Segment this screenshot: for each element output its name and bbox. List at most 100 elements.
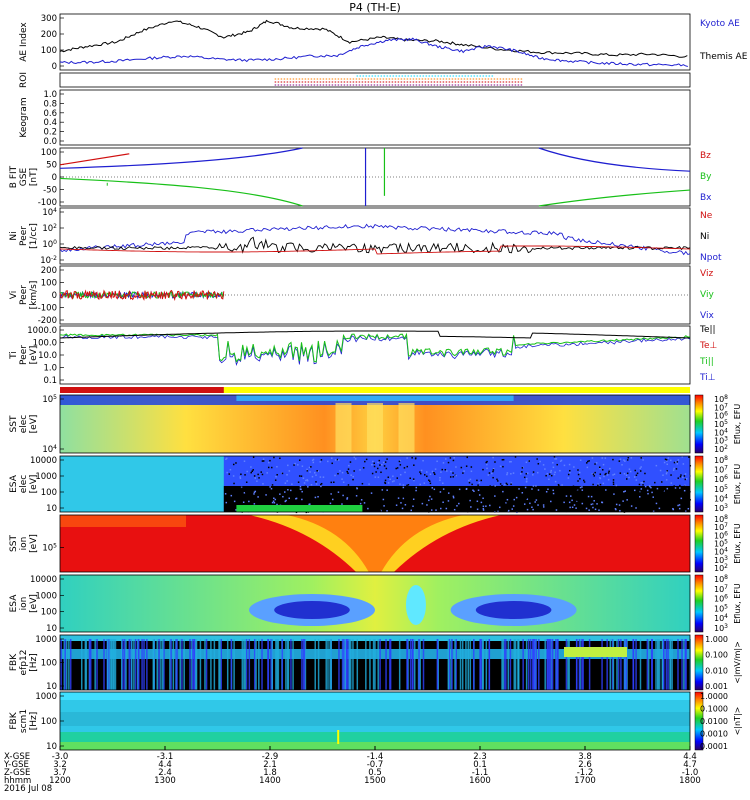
fbk-stripe: [329, 639, 331, 690]
noise-pixel: [439, 491, 442, 493]
noise-pixel: [284, 500, 287, 503]
fbk-stripe: [662, 639, 665, 690]
x-tick-label: 3.8: [578, 752, 592, 762]
noise-pixel: [435, 509, 437, 511]
noise-pixel: [591, 503, 594, 505]
colorbar-tick: 108: [714, 574, 728, 585]
noise-pixel: [505, 500, 508, 503]
noise-pixel: [410, 509, 412, 512]
by-line: [59, 177, 303, 207]
noise-pixel: [243, 460, 246, 462]
fbk-stripe: [461, 639, 464, 690]
noise-pixel: [367, 507, 369, 510]
noise-pixel: [259, 491, 262, 494]
noise-pixel: [298, 459, 301, 461]
fbk-stripe: [372, 639, 375, 690]
noise-pixel: [626, 472, 629, 475]
bx-line: [59, 147, 303, 169]
noise-pixel: [232, 475, 235, 477]
noise-pixel: [288, 497, 290, 499]
noise-pixel: [612, 481, 615, 484]
y-tick-label: 105: [42, 394, 57, 406]
fbk-stripe: [565, 639, 568, 690]
noise-pixel: [623, 472, 626, 475]
noise-pixel: [282, 495, 284, 498]
y-axis-label: [km/s]: [29, 281, 39, 310]
noise-pixel: [556, 507, 559, 509]
fbk-stripe: [68, 639, 70, 690]
fbk-stripe: [436, 639, 439, 690]
noise-pixel: [300, 502, 303, 504]
noise-pixel: [535, 485, 537, 487]
noise-pixel: [576, 486, 578, 488]
noise-pixel: [230, 496, 233, 499]
fbk-stripe: [624, 639, 627, 690]
noise-pixel: [395, 467, 397, 470]
noise-pixel: [515, 503, 518, 506]
noise-pixel: [228, 473, 230, 475]
noise-pixel: [236, 490, 239, 493]
fbk-stripe: [532, 639, 534, 690]
noise-pixel: [320, 485, 322, 488]
x-tick-label: -3.1: [157, 752, 174, 762]
noise-pixel: [492, 470, 494, 473]
noise-pixel: [634, 469, 637, 472]
noise-pixel: [607, 472, 610, 474]
y-tick-label: 105: [42, 542, 57, 554]
fbk-stripe: [632, 639, 635, 690]
noise-pixel: [684, 484, 686, 487]
noise-pixel: [354, 458, 357, 460]
fbk-stripe: [343, 639, 345, 690]
y-tick-label: 1.0: [43, 364, 57, 374]
noise-pixel: [243, 492, 246, 494]
noise-pixel: [287, 488, 289, 491]
noise-pixel: [526, 478, 528, 480]
fbk-stripe: [448, 639, 451, 690]
legend-entry: Viz: [700, 269, 713, 279]
noise-pixel: [489, 485, 491, 487]
noise-pixel: [308, 495, 311, 497]
noise-pixel: [465, 465, 468, 467]
noise-pixel: [526, 498, 529, 500]
noise-pixel: [677, 504, 679, 507]
noise-pixel: [364, 490, 366, 492]
fbk-stripe: [454, 639, 456, 690]
noise-pixel: [445, 486, 447, 488]
noise-pixel: [359, 469, 361, 471]
noise-pixel: [257, 473, 259, 476]
x-tick-label: 3.2: [53, 760, 67, 770]
noise-pixel: [575, 507, 577, 509]
fbk-stripe: [479, 639, 481, 690]
mode-bar: [60, 387, 690, 393]
noise-pixel: [477, 484, 479, 486]
fbk-stripe: [437, 639, 439, 690]
noise-pixel: [656, 510, 658, 512]
fbk-stripe: [581, 639, 583, 690]
noise-pixel: [560, 459, 563, 462]
noise-pixel: [309, 471, 311, 473]
noise-pixel: [398, 460, 401, 463]
noise-pixel: [429, 473, 432, 475]
noise-pixel: [615, 508, 617, 511]
noise-pixel: [438, 496, 441, 498]
noise-pixel: [288, 470, 291, 472]
noise-pixel: [604, 457, 607, 459]
bx-line: [538, 147, 691, 172]
noise-pixel: [560, 491, 563, 494]
noise-pixel: [273, 502, 276, 504]
x-tick-label: 1500: [364, 776, 386, 786]
colorbar: [694, 574, 704, 633]
noise-pixel: [245, 491, 247, 493]
y-axis-label: [eV]: [29, 594, 39, 613]
noise-pixel: [460, 466, 463, 469]
noise-pixel: [613, 473, 616, 476]
noise-pixel: [420, 469, 423, 472]
fbk-stripe: [338, 639, 340, 690]
noise-pixel: [276, 474, 278, 476]
fbk-stripe: [625, 639, 628, 690]
noise-pixel: [662, 489, 665, 492]
noise-pixel: [666, 463, 668, 466]
noise-pixel: [439, 477, 441, 479]
fbk-stripe: [219, 639, 221, 690]
noise-pixel: [284, 491, 286, 493]
